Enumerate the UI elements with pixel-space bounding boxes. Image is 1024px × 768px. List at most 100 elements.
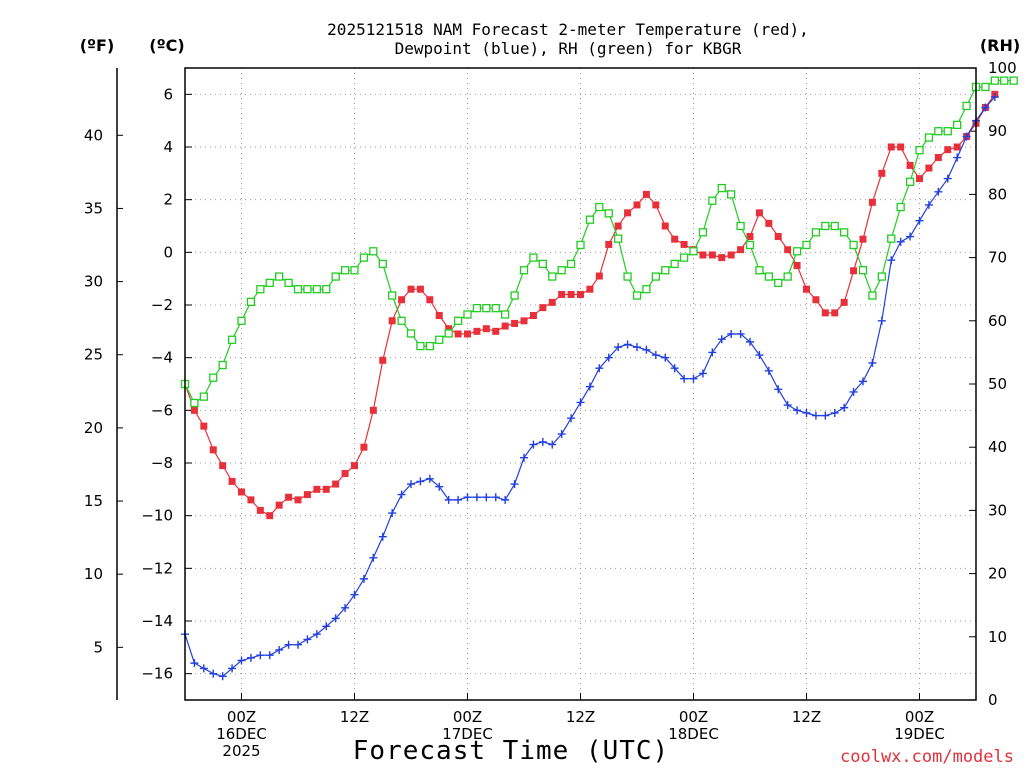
dewpoint-point bbox=[934, 187, 943, 196]
temperature-point bbox=[266, 512, 274, 520]
time-tick-label: 16DEC bbox=[216, 725, 267, 743]
temperature-line bbox=[184, 93, 996, 517]
dewpoint-point bbox=[472, 493, 481, 502]
dewpoint-point bbox=[811, 411, 820, 420]
rh-point bbox=[830, 221, 839, 231]
temperature-point bbox=[925, 164, 933, 172]
rh-point bbox=[953, 120, 962, 130]
dewpoint-point bbox=[228, 664, 237, 673]
dewpoint-point bbox=[680, 374, 689, 383]
temperature-point bbox=[369, 406, 377, 414]
rh-point bbox=[199, 392, 208, 401]
time-tick-label: 12Z bbox=[792, 708, 821, 726]
rh-point bbox=[256, 285, 265, 294]
dewpoint-point bbox=[821, 411, 830, 420]
rh-point bbox=[340, 266, 350, 275]
dewpoint-point bbox=[727, 329, 736, 338]
temperature-point bbox=[398, 296, 406, 304]
rh-point bbox=[877, 272, 886, 281]
celsius-tick-label: −4 bbox=[151, 349, 173, 367]
dewpoint-point bbox=[548, 440, 557, 449]
temperature-point bbox=[812, 296, 820, 304]
dewpoint-point bbox=[256, 651, 265, 660]
rh-point bbox=[943, 127, 952, 136]
rh-point bbox=[962, 101, 971, 111]
temperature-point bbox=[906, 161, 914, 169]
temperature-point bbox=[200, 422, 208, 430]
dewpoint-point bbox=[868, 358, 877, 367]
temperature-point bbox=[190, 406, 198, 414]
dewpoint-point bbox=[425, 474, 434, 483]
rh-point bbox=[444, 329, 453, 338]
series-layer bbox=[180, 76, 1018, 681]
rh-point bbox=[397, 316, 406, 325]
dewpoint-point bbox=[265, 651, 274, 660]
rh-point bbox=[755, 266, 764, 275]
celsius-tick-label: −14 bbox=[141, 612, 173, 630]
dewpoint-point bbox=[501, 495, 510, 504]
rh-point bbox=[764, 272, 773, 281]
rh-point bbox=[529, 253, 538, 262]
rh-point bbox=[708, 196, 717, 205]
rh-point bbox=[905, 177, 915, 186]
rh-point bbox=[915, 146, 924, 155]
fahrenheit-tick-label: 40 bbox=[84, 126, 103, 144]
temperature-point bbox=[840, 298, 848, 306]
dewpoint-point bbox=[887, 256, 896, 265]
dewpoint-point bbox=[642, 345, 651, 354]
celsius-unit-label: (ºC) bbox=[149, 36, 184, 55]
dewpoint-point bbox=[246, 653, 255, 662]
temperature-point bbox=[878, 169, 886, 177]
celsius-tick-label: −6 bbox=[151, 401, 173, 419]
dewpoint-point bbox=[341, 603, 350, 612]
dewpoint-point bbox=[350, 590, 359, 599]
rh-point bbox=[463, 310, 472, 319]
rh-point bbox=[821, 221, 830, 231]
fahrenheit-tick-label: 30 bbox=[84, 273, 103, 291]
rh-tick-label: 30 bbox=[988, 501, 1007, 519]
rh-point bbox=[482, 304, 491, 313]
temperature-point bbox=[850, 267, 858, 275]
temperature-point bbox=[803, 285, 810, 293]
rh-point bbox=[303, 285, 312, 294]
temperature-point bbox=[445, 325, 453, 333]
temperature-point bbox=[784, 246, 792, 254]
dewpoint-point bbox=[444, 495, 453, 504]
dewpoint-point bbox=[284, 640, 293, 649]
rh-point bbox=[350, 266, 359, 275]
rh-point bbox=[312, 285, 321, 294]
rh-point bbox=[595, 202, 604, 212]
temperature-point bbox=[577, 290, 584, 298]
dewpoint-point bbox=[388, 509, 397, 518]
credit-text: coolwx.com/models bbox=[840, 747, 1014, 767]
temperature-point bbox=[464, 330, 471, 338]
rh-point bbox=[510, 291, 519, 300]
rh-point bbox=[237, 316, 246, 325]
rh-point bbox=[614, 234, 623, 243]
dewpoint-point bbox=[218, 672, 227, 681]
rh-point bbox=[661, 266, 670, 275]
temperature-point bbox=[708, 251, 716, 259]
temperature-point bbox=[435, 312, 443, 320]
rh-point bbox=[416, 341, 425, 351]
dewpoint-point bbox=[962, 132, 971, 141]
temperature-point bbox=[897, 143, 905, 151]
temperature-point bbox=[586, 285, 594, 293]
temperature-point bbox=[765, 219, 773, 227]
rh-tick-label: 80 bbox=[988, 185, 1007, 203]
rh-point bbox=[698, 228, 708, 237]
rh-point bbox=[670, 259, 679, 269]
temperature-point bbox=[388, 317, 396, 325]
time-tick-label: 00Z bbox=[679, 708, 708, 726]
rh-point bbox=[406, 329, 416, 338]
rh-point bbox=[331, 272, 340, 281]
rh-point bbox=[717, 183, 726, 193]
dewpoint-point bbox=[764, 366, 773, 375]
rh-point bbox=[1000, 76, 1009, 85]
fahrenheit-axis: 5 10 15 20 25 30 35 40 bbox=[84, 126, 123, 656]
temperature-point bbox=[228, 477, 236, 485]
dewpoint-point bbox=[614, 343, 623, 352]
dewpoint-point bbox=[651, 351, 660, 360]
dewpoint-point bbox=[331, 614, 340, 623]
